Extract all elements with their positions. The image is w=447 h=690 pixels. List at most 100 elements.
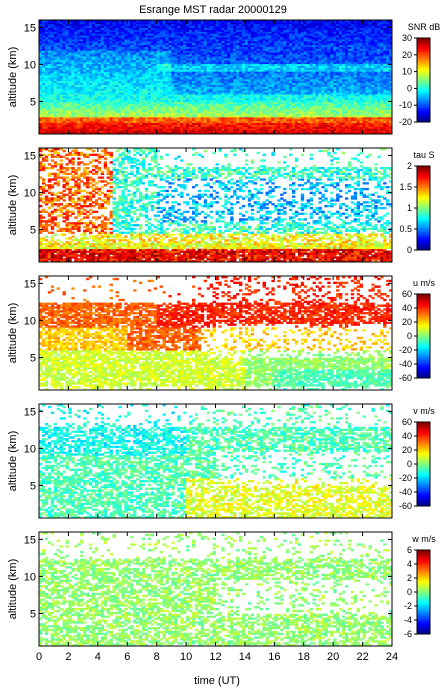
- heatmap-cell: [162, 56, 166, 59]
- heatmap-cell: [115, 23, 119, 27]
- heatmap-cell: [265, 61, 269, 65]
- heatmap-cell: [262, 27, 266, 30]
- heatmap-cell: [59, 92, 63, 95]
- heatmap-cell: [221, 107, 225, 110]
- heatmap-cell: [247, 27, 252, 30]
- heatmap-cell: [253, 52, 258, 55]
- heatmap-cell: [230, 42, 234, 46]
- heatmap-cell: [150, 44, 155, 47]
- heatmap-cell: [221, 99, 225, 103]
- heatmap-cell: [206, 69, 211, 72]
- heatmap-cell: [218, 33, 222, 36]
- heatmap-cell: [77, 122, 81, 125]
- heatmap-cell: [206, 92, 211, 95]
- heatmap-cell: [239, 40, 243, 44]
- heatmap-cell: [112, 90, 116, 93]
- heatmap-cell: [271, 52, 275, 55]
- heatmap-cell: [183, 118, 187, 122]
- heatmap-cell: [133, 31, 137, 34]
- heatmap-cell: [250, 116, 255, 120]
- heatmap-cell: [165, 128, 169, 131]
- heatmap-cell: [136, 65, 140, 68]
- heatmap-cell: [221, 90, 225, 93]
- heatmap-cell: [141, 109, 146, 112]
- heatmap-cell: [80, 52, 84, 55]
- heatmap-cell: [53, 92, 58, 95]
- heatmap-cell: [209, 101, 213, 104]
- heatmap-cell: [71, 84, 75, 87]
- heatmap-cell: [106, 75, 110, 78]
- heatmap-cell: [200, 50, 205, 53]
- heatmap-cell: [141, 92, 146, 95]
- heatmap-cell: [94, 126, 99, 129]
- heatmap-cell: [189, 21, 193, 25]
- heatmap-cell: [41, 115, 46, 118]
- heatmap-cell: [197, 105, 202, 108]
- heatmap-cell: [44, 92, 49, 95]
- heatmap-cell: [89, 126, 93, 129]
- heatmap-cell: [203, 58, 208, 61]
- heatmap-cell: [212, 84, 216, 87]
- heatmap-cell: [236, 126, 240, 129]
- heatmap-cell: [121, 122, 125, 125]
- heatmap-cell: [159, 96, 163, 99]
- heatmap-cell: [191, 96, 196, 99]
- heatmap-cell: [47, 37, 52, 40]
- heatmap-cell: [127, 86, 131, 89]
- heatmap-cell: [268, 27, 272, 30]
- heatmap-cell: [177, 42, 181, 46]
- heatmap-cell: [256, 67, 261, 70]
- heatmap-cell: [209, 67, 213, 70]
- heatmap-cell: [115, 61, 119, 65]
- heatmap-cell: [97, 58, 102, 61]
- heatmap-cell: [212, 31, 216, 34]
- heatmap-cell: [189, 75, 193, 78]
- heatmap-cell: [130, 75, 134, 78]
- heatmap-cell: [100, 126, 105, 129]
- heatmap-cell: [136, 63, 140, 66]
- heatmap-cell: [180, 58, 184, 61]
- heatmap-cell: [209, 46, 213, 49]
- heatmap-cell: [174, 59, 178, 63]
- heatmap-cell: [165, 35, 169, 38]
- heatmap-cell: [241, 29, 246, 32]
- heatmap-cell: [186, 42, 190, 46]
- heatmap-cell: [250, 40, 255, 44]
- heatmap-cell: [97, 59, 102, 63]
- heatmap-cell: [233, 82, 237, 85]
- heatmap-cell: [80, 78, 84, 82]
- heatmap-cell: [39, 132, 43, 135]
- heatmap-cell: [144, 61, 149, 65]
- heatmap-cell: [171, 88, 175, 91]
- heatmap-cell: [174, 94, 178, 97]
- heatmap-cell: [239, 23, 243, 27]
- heatmap-cell: [71, 96, 75, 99]
- heatmap-cell: [50, 113, 55, 116]
- heatmap-cell: [118, 105, 122, 108]
- heatmap-cell: [206, 65, 211, 68]
- heatmap-cell: [62, 44, 66, 47]
- heatmap-cell: [162, 58, 166, 61]
- heatmap-cell: [127, 105, 131, 108]
- heatmap-cell: [256, 59, 261, 63]
- heatmap-cell: [47, 124, 52, 127]
- heatmap-cell: [156, 126, 161, 129]
- heatmap-cell: [118, 124, 122, 127]
- heatmap-cell: [103, 111, 108, 114]
- heatmap-cell: [65, 116, 69, 120]
- heatmap-cell: [203, 78, 208, 82]
- heatmap-cell: [141, 52, 146, 55]
- heatmap-cell: [177, 50, 181, 53]
- heatmap-cell: [68, 96, 72, 99]
- heatmap-cell: [74, 132, 78, 135]
- heatmap-cell: [250, 88, 255, 91]
- heatmap-cell: [224, 56, 228, 59]
- heatmap-cell: [241, 37, 246, 40]
- heatmap-cell: [83, 27, 87, 30]
- heatmap-cell: [89, 115, 93, 118]
- heatmap-cell: [56, 50, 60, 53]
- heatmap-cell: [239, 27, 243, 30]
- heatmap-cell: [189, 73, 193, 76]
- heatmap-cell: [171, 35, 175, 38]
- heatmap-cell: [262, 97, 266, 101]
